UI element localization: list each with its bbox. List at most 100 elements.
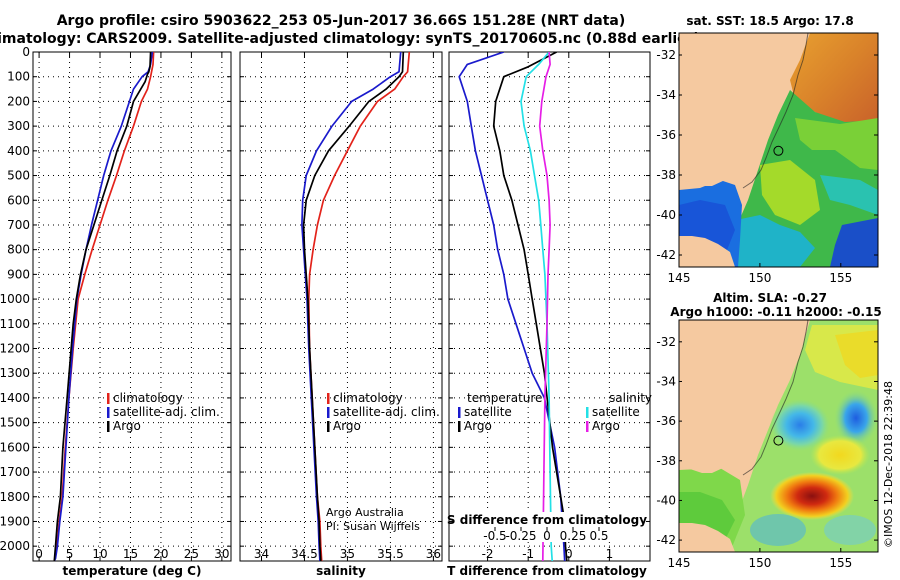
map-lat-label: -32 <box>656 335 676 349</box>
sal-xtick-label: 35 <box>340 547 355 561</box>
s-difference-label: S difference from climatology <box>447 513 647 527</box>
temp-legend-swatch <box>107 393 110 404</box>
sla-map-subtitle: Argo h1000: -0.11 h2000: -0.15 <box>670 305 881 319</box>
map-lat-label: -38 <box>656 168 676 182</box>
temp-series-argo <box>53 52 152 561</box>
depth-tick-label: 1500 <box>0 416 30 430</box>
diff-legend-label: satellite <box>592 405 640 419</box>
depth-tick-label: 1300 <box>0 366 30 380</box>
depth-tick-label: 800 <box>7 243 30 257</box>
sst-argo-marker <box>773 145 784 156</box>
depth-tick-label: 1700 <box>0 465 30 479</box>
sla-map: Altim. SLA: -0.27 Argo h1000: -0.11 h200… <box>656 291 881 570</box>
temperature-lines <box>53 52 155 561</box>
difference-panel: -2 -1 0 1 temperature salinitysatelliteArgos… <box>447 51 652 578</box>
map-lat-label: -40 <box>656 493 676 507</box>
depth-tick-label: 400 <box>7 144 30 158</box>
temp-legend-label: climatology <box>113 391 183 405</box>
sst-map-axes: -32 -34 -36 -38 -40 -42 145 150 155 <box>656 48 878 285</box>
figure-title-line1: Argo profile: csiro 5903622_253 05-Jun-2… <box>57 13 626 29</box>
salinity-lines <box>301 52 411 561</box>
annotation-pi-name: PI: Susan Wijffels <box>326 520 420 533</box>
sal-legend-label: Argo <box>333 419 361 433</box>
temp-xtick-label: 10 <box>92 547 107 561</box>
temp-xtick-label: 0 <box>35 547 43 561</box>
sst-map: sat. SST: 18.5 Argo: 17.8 -32 -34 -36 -38 -4… <box>656 14 879 285</box>
map-lon-label: 155 <box>829 556 852 570</box>
map-lat-label: -36 <box>656 414 676 428</box>
s-difference-axis: -0.5-0.25 0 0.25 0.5 <box>483 527 609 543</box>
difference-legend: temperature salinitysatelliteArgosatellit… <box>458 391 652 433</box>
tdiff-xtick-label: -2 <box>482 547 494 561</box>
sdiff-xtick-label: -0.25 <box>505 529 536 543</box>
sal-legend-swatch <box>327 393 330 404</box>
temperature-grid <box>33 51 231 561</box>
map-lat-label: -42 <box>656 248 676 262</box>
map-lon-label: 155 <box>829 271 852 285</box>
temp-legend-label: Argo <box>113 419 141 433</box>
depth-tick-label: 1200 <box>0 342 30 356</box>
salinity-axis: 34 34.5 35 35.5 36 <box>254 547 441 561</box>
t-difference-axis: -2 -1 0 1 <box>482 547 614 561</box>
depth-tick-label: 700 <box>7 218 30 232</box>
depth-axis: 0 100 200 300 400 500 600 700 800 900 1000 1100 1200… <box>0 45 30 553</box>
salinity-panel: 34 34.5 35 35.5 36 climatologysatellite-adj.… <box>239 51 443 578</box>
diff-legend-swatch <box>586 407 589 418</box>
sal-series-argo <box>302 52 405 561</box>
sst-map-title: sat. SST: 18.5 Argo: 17.8 <box>686 14 853 28</box>
depth-tick-label: 300 <box>7 119 30 133</box>
tdiff-xtick-label: 1 <box>606 547 614 561</box>
depth-tick-label: 1000 <box>0 292 30 306</box>
map-lon-label: 150 <box>748 556 771 570</box>
map-lon-label: 150 <box>748 271 771 285</box>
temp-legend-label: satellite-adj. clim. <box>113 405 220 419</box>
sla-map-title: Altim. SLA: -0.27 <box>713 291 827 305</box>
t-difference-xlabel: T difference from climatology <box>447 564 647 578</box>
temp-xtick-label: 15 <box>123 547 138 561</box>
depth-tick-label: 1600 <box>0 440 30 454</box>
map-lat-label: -34 <box>656 374 676 388</box>
diff-legend-label: Argo <box>464 419 492 433</box>
depth-tick-label: 1400 <box>0 391 30 405</box>
sal-xtick-label: 35.5 <box>377 547 404 561</box>
depth-tick-label: 1100 <box>0 317 30 331</box>
sdiff-xtick-label: 0 <box>543 529 551 543</box>
depth-tick-label: 200 <box>7 94 30 108</box>
s-axis-backing <box>454 512 646 542</box>
sal-series-satellite-adj-clim- <box>301 52 402 561</box>
tdiff-series-t-argo <box>492 52 568 561</box>
depth-tick-label: 0 <box>22 45 30 59</box>
depth-tick-label: 600 <box>7 193 30 207</box>
map-lat-label: -40 <box>656 208 676 222</box>
tdiff-series-s-satellite <box>520 52 554 561</box>
diff-legend-swatch <box>458 421 461 432</box>
depth-tick-label: 500 <box>7 169 30 183</box>
imos-credit: ©IMOS 12-Dec-2018 22:39:48 <box>882 381 895 548</box>
sal-xtick-label: 34 <box>254 547 269 561</box>
depth-tick-label: 2000 <box>0 539 30 553</box>
temperature-panel: 0100200300400500600700800900100011001200… <box>0 45 232 578</box>
temp-xtick-label: 5 <box>66 547 74 561</box>
diff-legend-label: Argo <box>592 419 620 433</box>
map-lat-label: -38 <box>656 454 676 468</box>
temp-xtick-label: 25 <box>184 547 199 561</box>
temp-xtick-label: 20 <box>153 547 168 561</box>
tdiff-legend-title: temperature <box>467 391 542 405</box>
temp-legend-swatch <box>107 421 110 432</box>
depth-tick-label: 900 <box>7 267 30 281</box>
map-lat-label: -42 <box>656 533 676 547</box>
map-lon-label: 145 <box>668 271 691 285</box>
tdiff-series-s-argo <box>538 52 551 561</box>
sdiff-xtick-label: 0.5 <box>589 529 608 543</box>
difference-lines <box>458 52 568 561</box>
diff-legend-label: satellite <box>464 405 512 419</box>
sla-argo-marker <box>773 435 784 446</box>
sla-map-image <box>679 320 878 552</box>
temp-xtick-label: 30 <box>214 547 229 561</box>
temperature-xlabel: temperature (deg C) <box>63 564 202 578</box>
sal-xtick-label: 36 <box>426 547 441 561</box>
diff-legend-swatch <box>586 421 589 432</box>
sal-legend-swatch <box>327 407 330 418</box>
